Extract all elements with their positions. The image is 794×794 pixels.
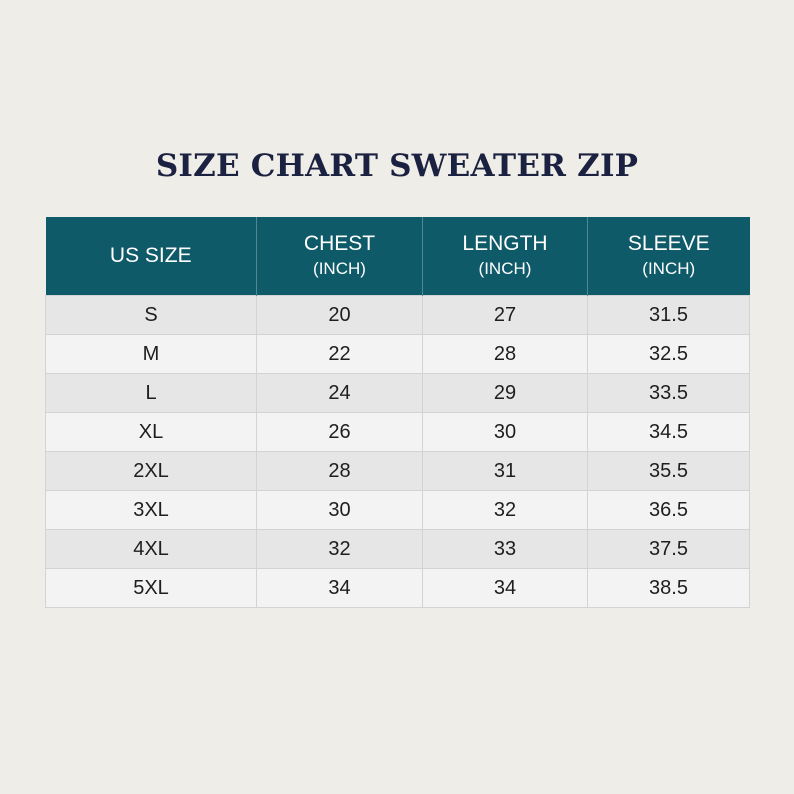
cell-chest: 20 [256, 295, 423, 335]
table-row: 2XL 28 31 35.5 [45, 451, 750, 491]
header-sleeve: SLEEVE (INCH) [587, 217, 750, 296]
header-label: LENGTH [462, 232, 548, 255]
header-unit: (INCH) [313, 259, 366, 278]
cell-size: 3XL [45, 490, 257, 530]
cell-chest: 32 [256, 529, 423, 569]
header-chest: CHEST (INCH) [256, 217, 423, 296]
table-row: M 22 28 32.5 [45, 334, 750, 374]
cell-size: XL [45, 412, 257, 452]
cell-size: 4XL [45, 529, 257, 569]
header-label: CHEST [303, 232, 376, 255]
cell-length: 34 [422, 568, 588, 608]
cell-size: M [45, 334, 257, 374]
cell-length: 32 [422, 490, 588, 530]
cell-chest: 22 [256, 334, 423, 374]
cell-sleeve: 36.5 [587, 490, 750, 530]
cell-sleeve: 35.5 [587, 451, 750, 491]
size-chart-table: US SIZE CHEST (INCH) LENGTH (INCH) SLEEV… [45, 217, 750, 608]
cell-chest: 28 [256, 451, 423, 491]
header-label: US SIZE [109, 244, 192, 267]
header-label: SLEEVE [627, 232, 710, 255]
cell-length: 31 [422, 451, 588, 491]
cell-sleeve: 33.5 [587, 373, 750, 413]
cell-sleeve: 38.5 [587, 568, 750, 608]
cell-size: 2XL [45, 451, 257, 491]
table-row: 5XL 34 34 38.5 [45, 568, 750, 608]
cell-size: L [45, 373, 257, 413]
cell-length: 33 [422, 529, 588, 569]
cell-length: 27 [422, 295, 588, 335]
table-row: S 20 27 31.5 [45, 295, 750, 335]
cell-chest: 24 [256, 373, 423, 413]
cell-chest: 30 [256, 490, 423, 530]
header-us-size: US SIZE [45, 217, 257, 296]
table-row: 3XL 30 32 36.5 [45, 490, 750, 530]
cell-length: 29 [422, 373, 588, 413]
cell-size: S [45, 295, 257, 335]
cell-sleeve: 34.5 [587, 412, 750, 452]
cell-chest: 26 [256, 412, 423, 452]
cell-length: 30 [422, 412, 588, 452]
page-title: SIZE CHART SWEATER ZIP [155, 148, 639, 184]
table-row: 4XL 32 33 37.5 [45, 529, 750, 569]
table-row: XL 26 30 34.5 [45, 412, 750, 452]
header-unit: (INCH) [642, 259, 696, 278]
header-length: LENGTH (INCH) [422, 217, 588, 296]
cell-sleeve: 31.5 [587, 295, 750, 335]
cell-length: 28 [422, 334, 588, 374]
header-unit: (INCH) [478, 259, 532, 278]
cell-size: 5XL [45, 568, 257, 608]
table-body: S 20 27 31.5 M 22 28 32.5 L 24 29 33.5 X… [45, 295, 750, 608]
table-header: US SIZE CHEST (INCH) LENGTH (INCH) SLEEV… [45, 217, 750, 296]
cell-chest: 34 [256, 568, 423, 608]
cell-sleeve: 37.5 [587, 529, 750, 569]
cell-sleeve: 32.5 [587, 334, 750, 374]
header-row: US SIZE CHEST (INCH) LENGTH (INCH) SLEEV… [45, 217, 750, 296]
table-row: L 24 29 33.5 [45, 373, 750, 413]
